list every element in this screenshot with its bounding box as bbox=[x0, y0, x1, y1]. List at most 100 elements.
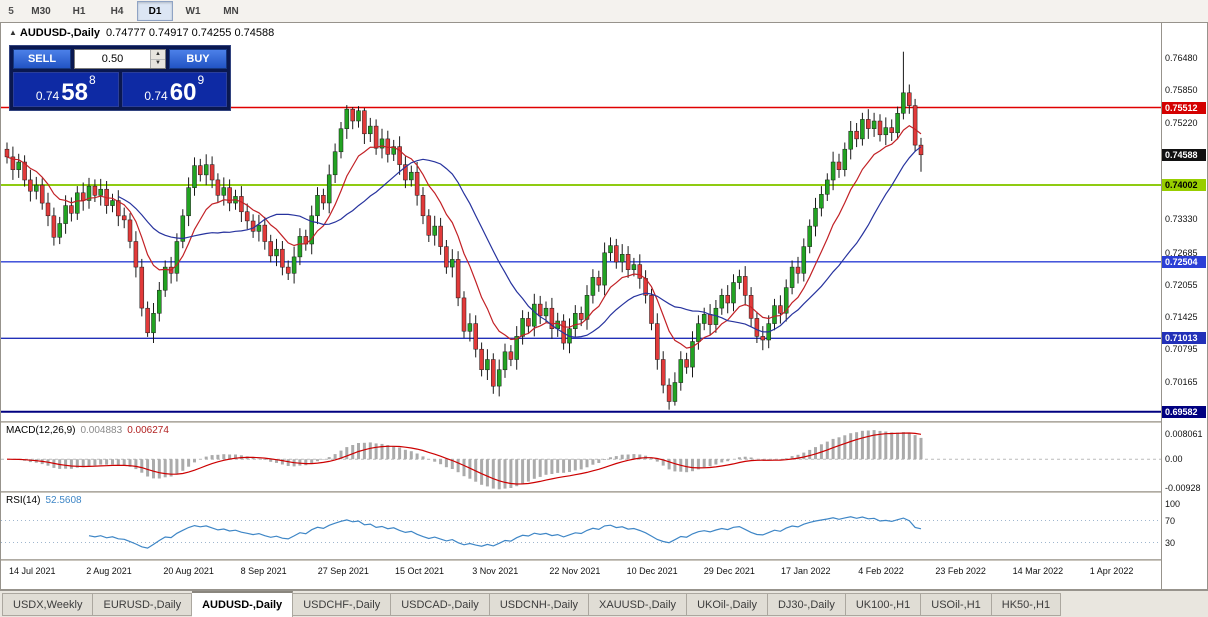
rsi-plot[interactable] bbox=[1, 493, 1161, 559]
time-axis-label: 14 Mar 2022 bbox=[1012, 566, 1064, 576]
timeframe-button-h1[interactable]: H1 bbox=[72, 5, 86, 17]
time-axis-label: 27 Sep 2021 bbox=[317, 566, 369, 576]
macd-signal-line bbox=[6, 432, 922, 485]
time-axis-label: 20 Aug 2021 bbox=[163, 566, 214, 576]
tab-hk50-h1[interactable]: HK50-,H1 bbox=[991, 593, 1062, 616]
macd-pane[interactable]: MACD(12,26,9) 0.004883 0.006274 bbox=[1, 423, 1161, 491]
price-tick: 0.75220 bbox=[1165, 117, 1198, 128]
sell-price-quote[interactable]: 0.74 58 8 bbox=[13, 72, 119, 107]
timeframe-button-w1[interactable]: W1 bbox=[185, 5, 201, 17]
time-axis-label: 17 Jan 2022 bbox=[781, 566, 831, 576]
price-pane[interactable]: ▲ AUDUSD-,Daily 0.74777 0.74917 0.74255 0.… bbox=[1, 23, 1161, 421]
timeframe-button-m30[interactable]: M30 bbox=[31, 5, 51, 17]
chevron-up-icon: ▲ bbox=[155, 50, 161, 57]
price-tick: 0.75850 bbox=[1165, 85, 1198, 96]
chart-window: ▲ AUDUSD-,Daily 0.74777 0.74917 0.74255 0.… bbox=[0, 22, 1208, 590]
chart-tabs-bar: USDX,Weekly EURUSD-,Daily AUDUSD-,Daily … bbox=[0, 590, 1208, 617]
sell-price-pipette: 8 bbox=[88, 73, 96, 87]
lot-size-input[interactable] bbox=[75, 50, 150, 68]
time-axis-label: 29 Dec 2021 bbox=[703, 566, 755, 576]
price-tick: 0.72685 bbox=[1165, 247, 1198, 258]
timeframe-button-d1[interactable]: D1 bbox=[137, 1, 173, 21]
lot-increase-button[interactable]: ▲ bbox=[151, 50, 165, 60]
macd-signal-value: 0.006274 bbox=[127, 425, 169, 436]
symbol-period-label: AUDUSD-,Daily bbox=[19, 27, 100, 39]
expand-arrow-icon[interactable]: ▲ bbox=[9, 28, 17, 37]
macd-axis-label: 0.00 bbox=[1165, 454, 1183, 465]
candlestick-plot[interactable] bbox=[1, 23, 1161, 421]
buy-price-pips: 60 bbox=[169, 79, 197, 107]
macd-main-value: 0.004883 bbox=[80, 425, 123, 436]
ma-slow-line bbox=[118, 146, 922, 338]
time-axis-label: 10 Dec 2021 bbox=[626, 566, 678, 576]
tab-usdx-weekly[interactable]: USDX,Weekly bbox=[2, 593, 94, 616]
tab-usdcnh-daily[interactable]: USDCNH-,Daily bbox=[489, 593, 590, 616]
timeframe-button-mn[interactable]: MN bbox=[223, 5, 239, 17]
pane-splitter[interactable] bbox=[1, 559, 1207, 561]
time-axis-label: 3 Nov 2021 bbox=[472, 566, 519, 576]
sell-price-prefix: 0.74 bbox=[35, 88, 60, 103]
price-badge: 0.72504 bbox=[1162, 255, 1206, 268]
tab-usdcad-daily[interactable]: USDCAD-,Daily bbox=[391, 593, 490, 616]
sell-price-pips: 58 bbox=[61, 79, 88, 107]
price-badge: 0.71013 bbox=[1162, 332, 1206, 345]
time-axis-label: 23 Feb 2022 bbox=[935, 566, 986, 576]
lot-size-field: ▲ ▼ bbox=[74, 49, 166, 69]
buy-price-prefix: 0.74 bbox=[144, 88, 168, 103]
price-tick: 0.73330 bbox=[1165, 214, 1198, 225]
price-tick: 0.70795 bbox=[1165, 344, 1198, 355]
time-axis[interactable]: 14 Jul 2021 2 Aug 2021 20 Aug 2021 8 Sep 20… bbox=[1, 561, 1161, 589]
chevron-down-icon: ▼ bbox=[155, 60, 161, 67]
price-badge: 0.74588 bbox=[1162, 148, 1206, 161]
price-tick: 0.71425 bbox=[1165, 312, 1198, 323]
rsi-axis-label: 30 bbox=[1165, 537, 1176, 548]
rsi-line bbox=[88, 516, 922, 549]
price-badge: 0.74002 bbox=[1162, 178, 1206, 191]
time-axis-label: 2 Aug 2021 bbox=[86, 566, 132, 576]
ohlc-values: 0.74777 0.74917 0.74255 0.74588 bbox=[106, 27, 275, 39]
rsi-value: 52.5608 bbox=[45, 495, 82, 506]
timeframe-toolbar: 5 M30 H1 H4 D1 W1 MN bbox=[0, 0, 1208, 23]
tab-eurusd-daily[interactable]: EURUSD-,Daily bbox=[93, 593, 193, 616]
one-click-trading-panel: SELL ▲ ▼ BUY 0.74588 0.746 bbox=[9, 45, 231, 111]
price-tick: 0.72055 bbox=[1165, 279, 1198, 290]
chart-title: ▲ AUDUSD-,Daily 0.74777 0.74917 0.74255 0.… bbox=[9, 27, 274, 39]
lot-decrease-button[interactable]: ▼ bbox=[151, 59, 165, 68]
rsi-axis-label: 100 bbox=[1165, 499, 1181, 509]
macd-axis-label: 0.008061 bbox=[1165, 429, 1203, 440]
buy-button[interactable]: BUY bbox=[169, 49, 227, 69]
rsi-axis-label: 70 bbox=[1165, 515, 1176, 526]
time-axis-label: 15 Oct 2021 bbox=[395, 566, 445, 576]
tab-dj30-daily[interactable]: DJ30-,Daily bbox=[767, 593, 846, 616]
tab-xauusd-daily[interactable]: XAUUSD-,Daily bbox=[589, 593, 688, 616]
price-badge: 0.69582 bbox=[1162, 405, 1206, 418]
tab-uk100-h1[interactable]: UK100-,H1 bbox=[845, 593, 922, 616]
time-axis-label: 4 Feb 2022 bbox=[858, 566, 904, 576]
tab-audusd-daily[interactable]: AUDUSD-,Daily bbox=[192, 591, 294, 617]
tab-usdchf-daily[interactable]: USDCHF-,Daily bbox=[293, 593, 392, 616]
buy-price-pipette: 9 bbox=[197, 73, 205, 87]
rsi-label: RSI(14) 52.5608 bbox=[6, 495, 82, 506]
timeframe-button-m5[interactable]: 5 bbox=[8, 5, 14, 17]
macd-axis-label: -0.00928 bbox=[1165, 482, 1201, 493]
rsi-pane[interactable]: RSI(14) 52.5608 bbox=[1, 493, 1161, 559]
pane-splitter[interactable] bbox=[1, 421, 1207, 423]
timeframe-button-h4[interactable]: H4 bbox=[110, 5, 124, 17]
time-axis-label: 1 Apr 2022 bbox=[1089, 566, 1134, 576]
macd-plot[interactable] bbox=[1, 423, 1161, 491]
price-badge: 0.75512 bbox=[1162, 101, 1206, 114]
pane-splitter[interactable] bbox=[1, 491, 1207, 493]
buy-price-quote[interactable]: 0.74 60 9 bbox=[121, 72, 227, 107]
sell-button[interactable]: SELL bbox=[13, 49, 71, 69]
tab-usoil-h1[interactable]: USOil-,H1 bbox=[921, 593, 992, 616]
tab-ukoil-daily[interactable]: UKOil-,Daily bbox=[687, 593, 768, 616]
time-axis-label: 8 Sep 2021 bbox=[240, 566, 287, 576]
time-axis-label: 14 Jul 2021 bbox=[9, 566, 56, 576]
ma-fast-line bbox=[6, 124, 922, 349]
price-tick: 0.70165 bbox=[1165, 376, 1198, 387]
price-tick: 0.76480 bbox=[1165, 52, 1198, 63]
time-axis-label: 22 Nov 2021 bbox=[549, 566, 601, 576]
price-axis[interactable]: 0.76480 0.75850 0.75220 0.73330 0.72685 0.720… bbox=[1161, 23, 1207, 589]
macd-label: MACD(12,26,9) 0.004883 0.006274 bbox=[6, 425, 169, 436]
